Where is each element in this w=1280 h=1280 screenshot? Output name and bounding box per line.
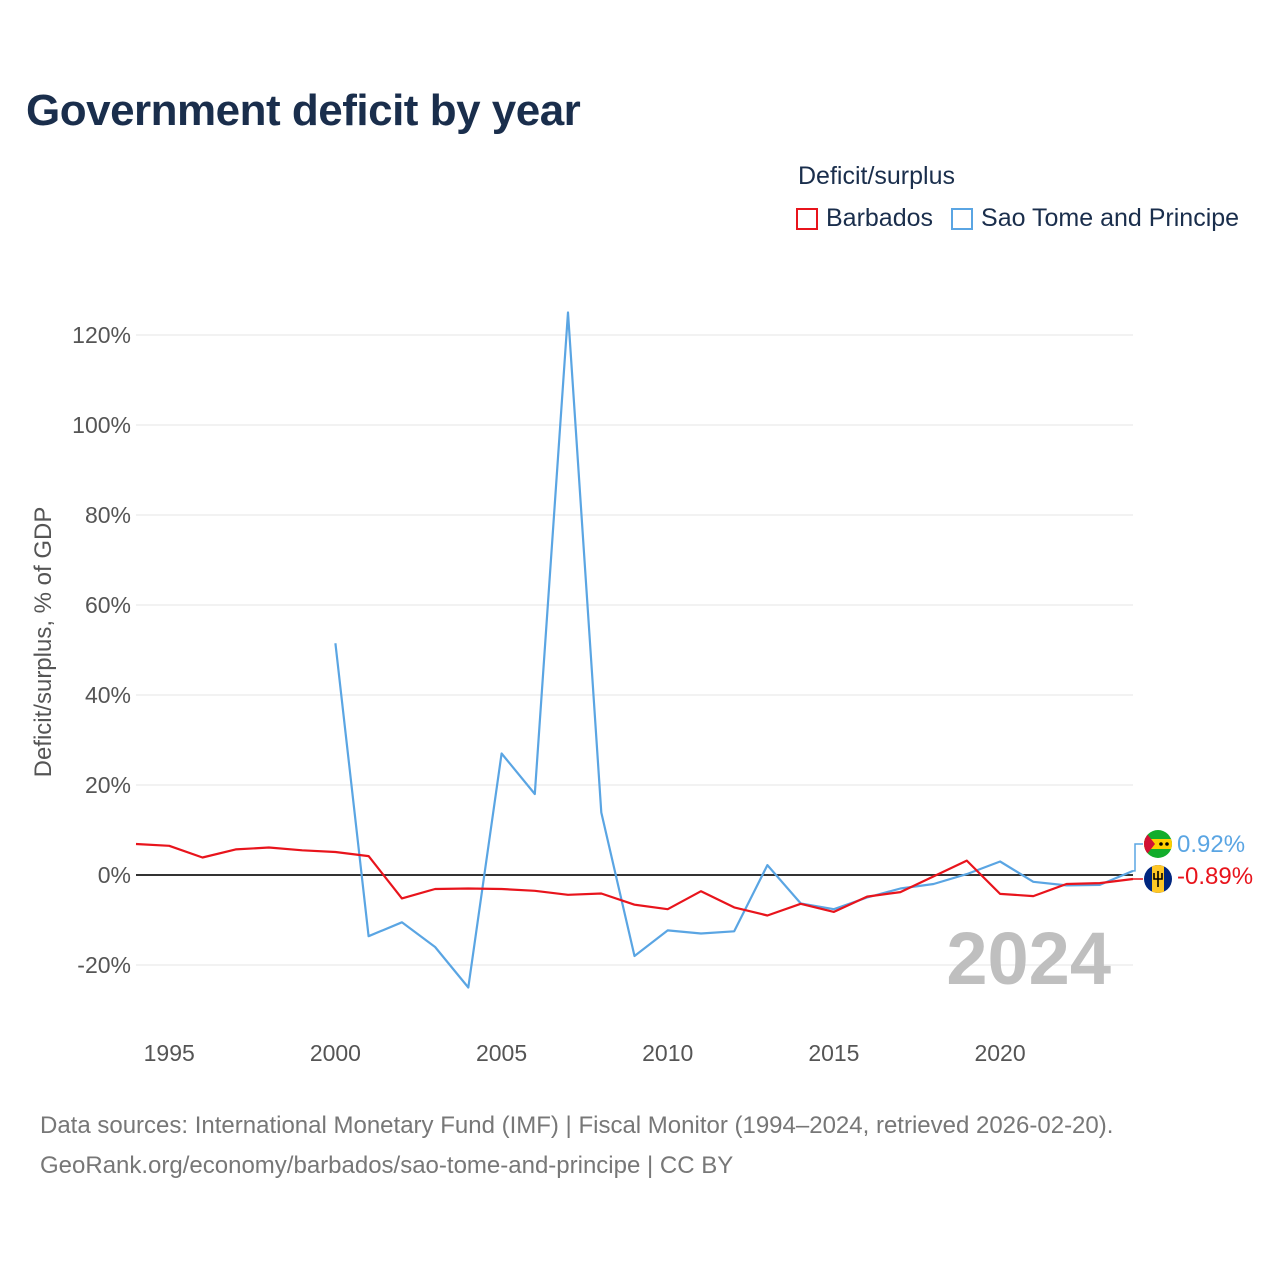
barbados-flag-icon [1144,865,1172,893]
y-tick-label: 0% [98,862,131,888]
x-tick-label: 2010 [642,1040,693,1066]
y-tick-label: 120% [72,322,131,348]
footer: Data sources: International Monetary Fun… [40,1106,1113,1186]
series-line-barbados[interactable] [135,842,1134,917]
end-markers: 0.92% -0.89% [1133,830,1253,893]
legend-swatch-barbados [796,207,818,230]
legend-title: Deficit/surplus [798,162,955,190]
y-tick-label: 100% [72,412,131,438]
y-axis-title: Deficit/surplus, % of GDP [30,507,57,778]
x-axis-ticks: 1995 2000 2005 2010 2015 2020 [144,1040,1026,1066]
chart-title: Government deficit by year [26,86,581,135]
line-chart: -20% 0% 20% 40% 60% 80% 100% 120% 1995 2000 2005 2… [30,311,1253,1066]
end-connector [1133,843,1143,872]
y-tick-label: 20% [85,772,131,798]
series-line-sao-tome-and-principe[interactable] [334,311,1134,989]
y-axis-ticks: -20% 0% 20% 40% 60% 80% 100% 120% [72,322,131,978]
legend-item-sao-tome[interactable]: Sao Tome and Principe [951,204,1239,233]
legend: Barbados Sao Tome and Principe [796,204,1257,233]
x-tick-label: 2000 [310,1040,361,1066]
data-sources-text: Data sources: International Monetary Fun… [40,1112,1114,1139]
end-value-sao-tome: 0.92% [1177,831,1245,858]
y-tick-label: -20% [77,952,131,978]
x-tick-label: 1995 [144,1040,195,1066]
legend-label-barbados: Barbados [826,204,934,232]
y-tick-label: 40% [85,682,131,708]
legend-label-sao-tome: Sao Tome and Principe [981,204,1240,232]
sao-tome-flag-icon [1144,830,1172,858]
x-tick-label: 2015 [808,1040,859,1066]
x-tick-label: 2020 [974,1040,1025,1066]
legend-item-barbados[interactable]: Barbados [796,204,933,233]
series-lines [135,311,1134,989]
y-tick-label: 60% [85,592,131,618]
attribution-link[interactable]: GeoRank.org/economy/barbados/sao-tome-an… [40,1152,734,1179]
legend-swatch-sao-tome [951,207,974,230]
end-value-barbados: -0.89% [1177,863,1253,890]
y-tick-label: 80% [85,502,131,528]
x-tick-label: 2005 [476,1040,527,1066]
gridlines [136,334,1133,966]
year-watermark: 2024 [946,917,1111,1000]
